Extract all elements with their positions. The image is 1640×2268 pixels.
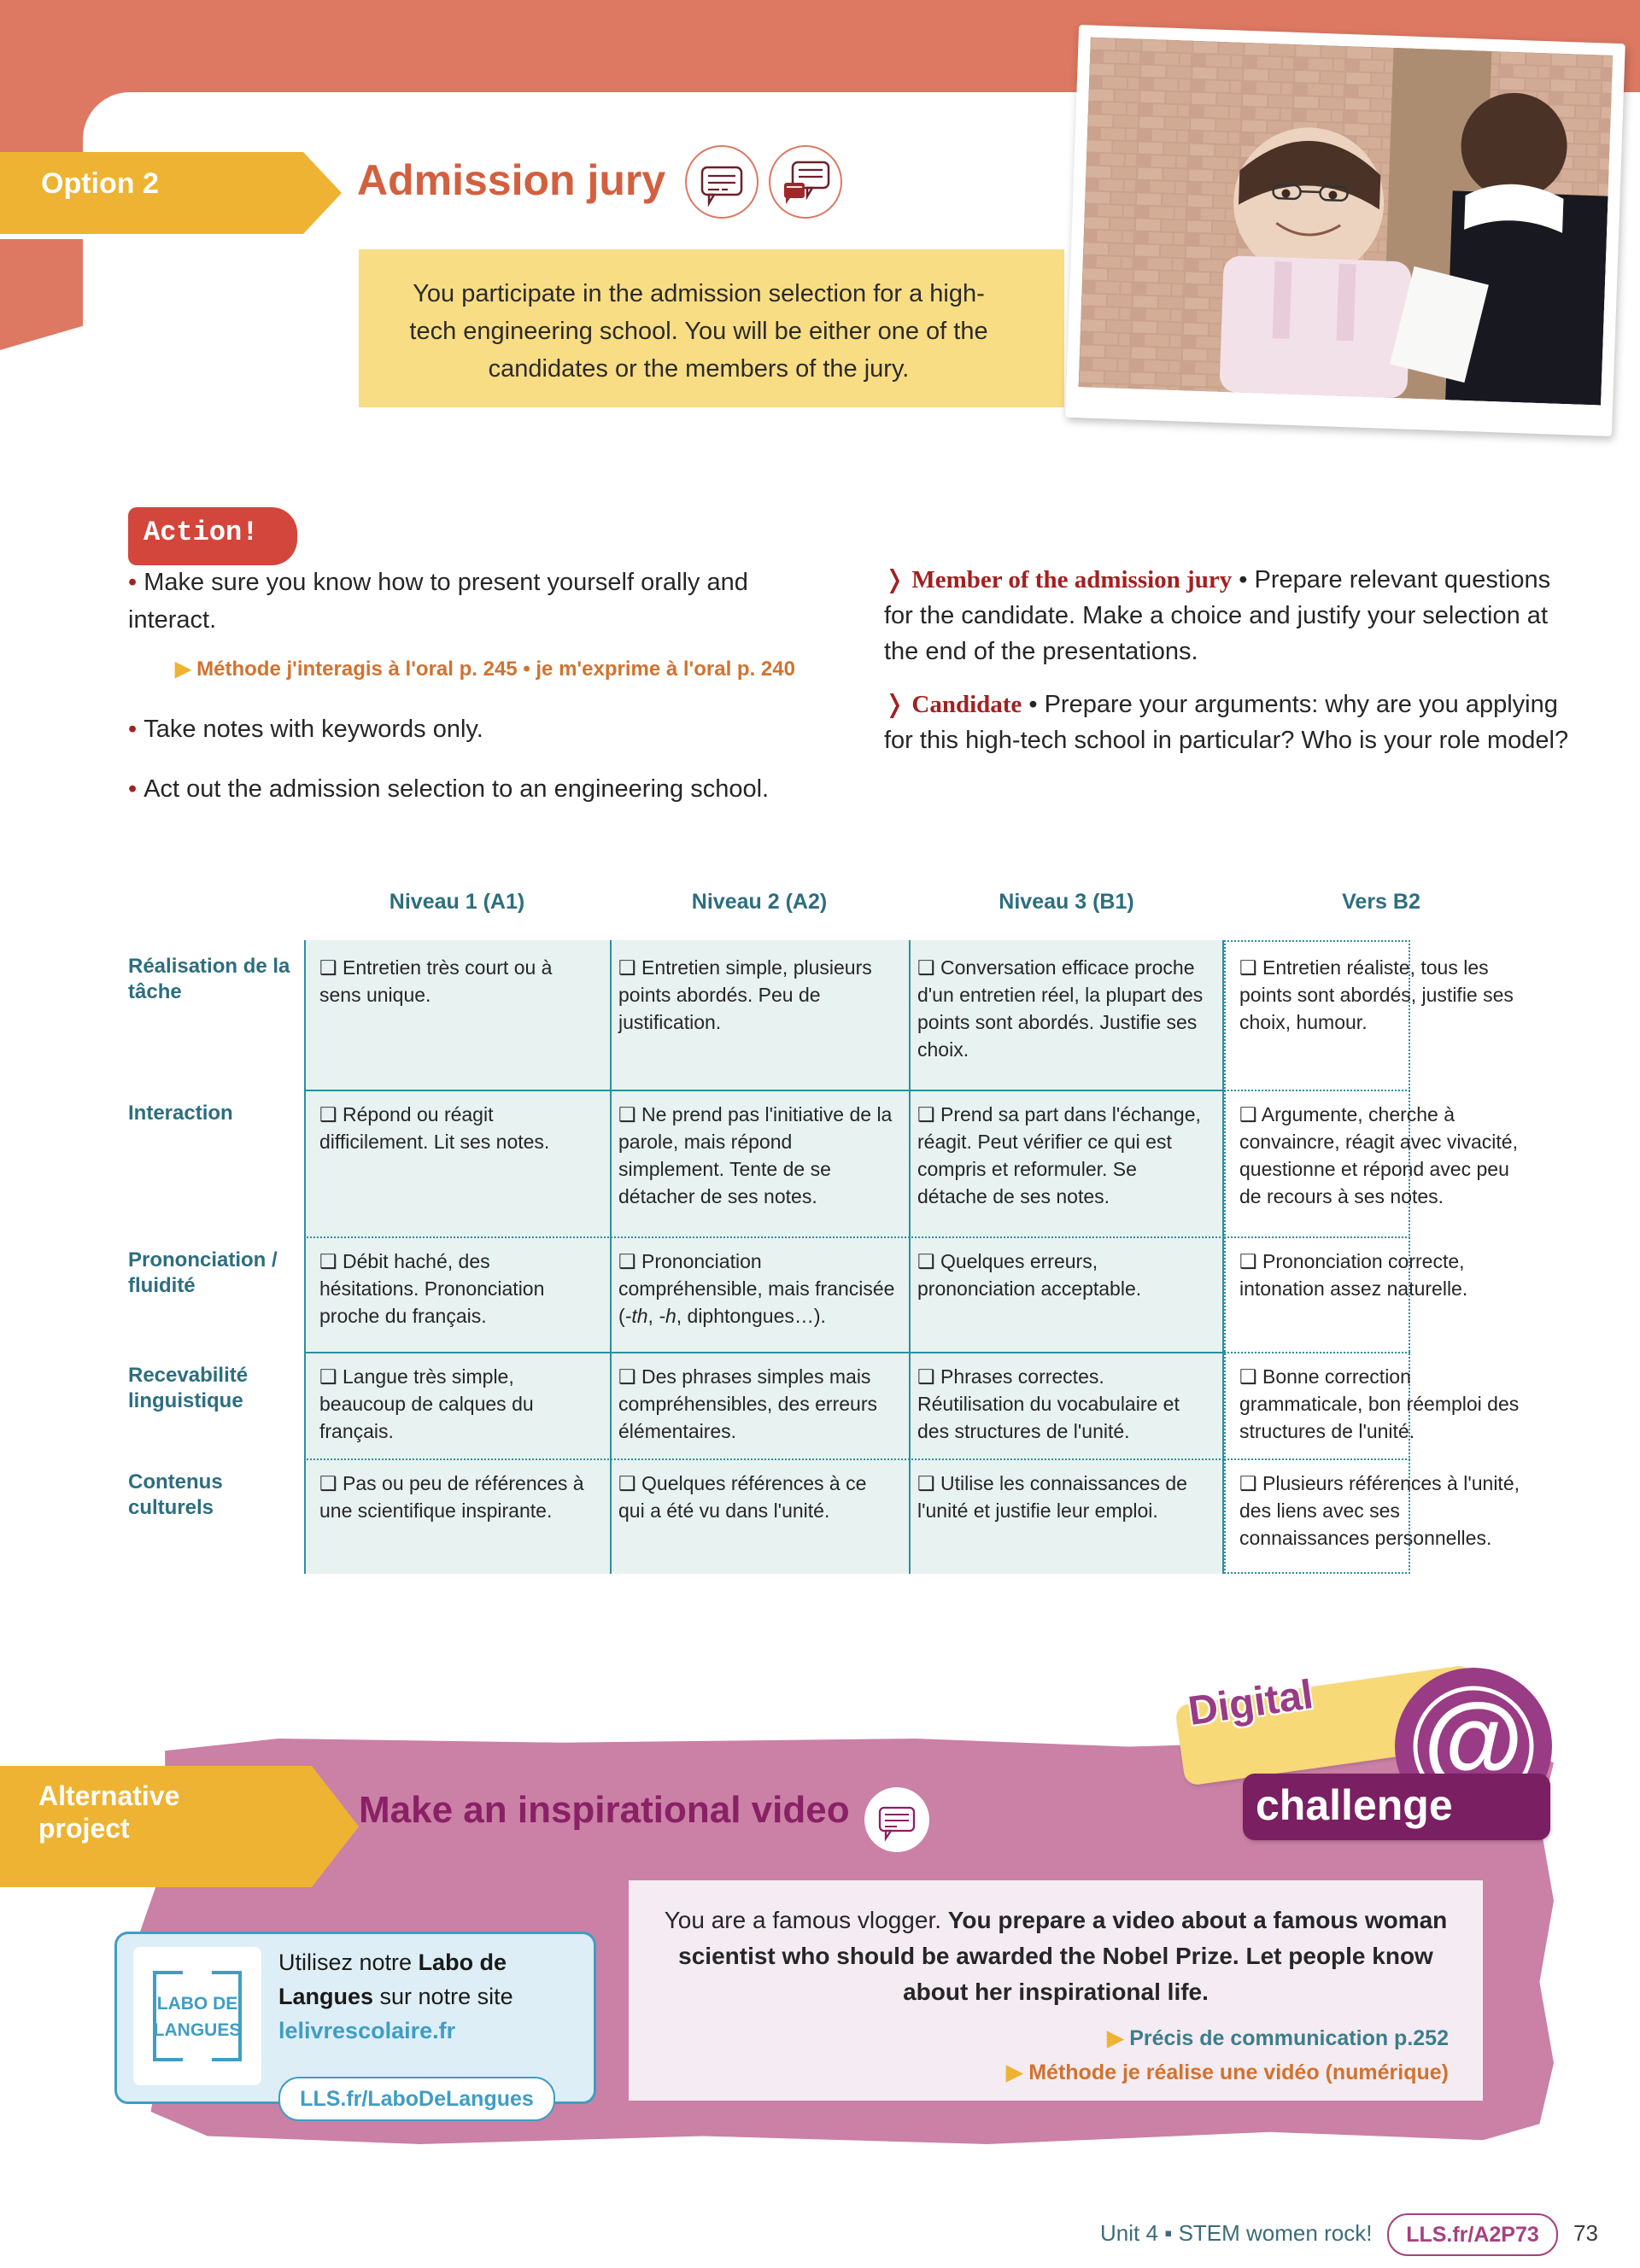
svg-text:LABO DE: LABO DE — [157, 1994, 238, 2014]
svg-text:LANGUES: LANGUES — [154, 2020, 242, 2040]
